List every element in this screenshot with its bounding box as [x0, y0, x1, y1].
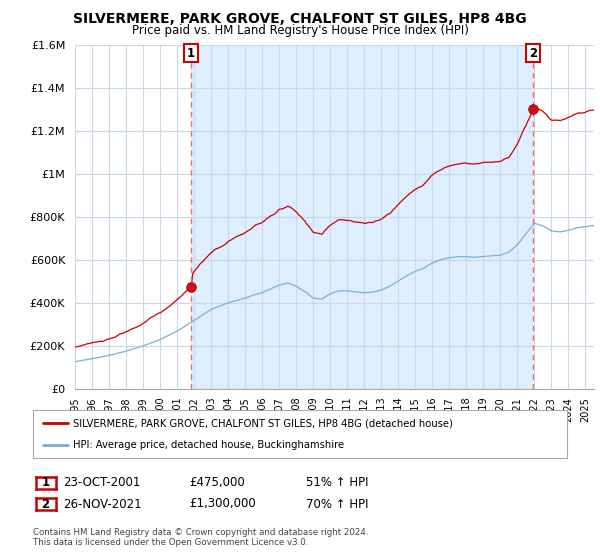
Text: 26-NOV-2021: 26-NOV-2021	[63, 497, 142, 511]
Bar	[191, 45, 533, 389]
Text: £475,000: £475,000	[189, 476, 245, 489]
Text: HPI: Average price, detached house, Buckinghamshire: HPI: Average price, detached house, Buck…	[73, 440, 344, 450]
Text: 1: 1	[41, 476, 50, 489]
Text: £1,300,000: £1,300,000	[189, 497, 256, 511]
Text: Contains HM Land Registry data © Crown copyright and database right 2024.
This d: Contains HM Land Registry data © Crown c…	[33, 528, 368, 547]
Text: 2: 2	[41, 497, 50, 511]
Text: 1: 1	[187, 46, 195, 59]
Text: 2: 2	[529, 46, 537, 59]
Text: 70% ↑ HPI: 70% ↑ HPI	[306, 497, 368, 511]
Text: SILVERMERE, PARK GROVE, CHALFONT ST GILES, HP8 4BG (detached house): SILVERMERE, PARK GROVE, CHALFONT ST GILE…	[73, 418, 453, 428]
Text: 23-OCT-2001: 23-OCT-2001	[63, 476, 140, 489]
Text: 51% ↑ HPI: 51% ↑ HPI	[306, 476, 368, 489]
Text: SILVERMERE, PARK GROVE, CHALFONT ST GILES, HP8 4BG: SILVERMERE, PARK GROVE, CHALFONT ST GILE…	[73, 12, 527, 26]
Text: Price paid vs. HM Land Registry's House Price Index (HPI): Price paid vs. HM Land Registry's House …	[131, 24, 469, 36]
